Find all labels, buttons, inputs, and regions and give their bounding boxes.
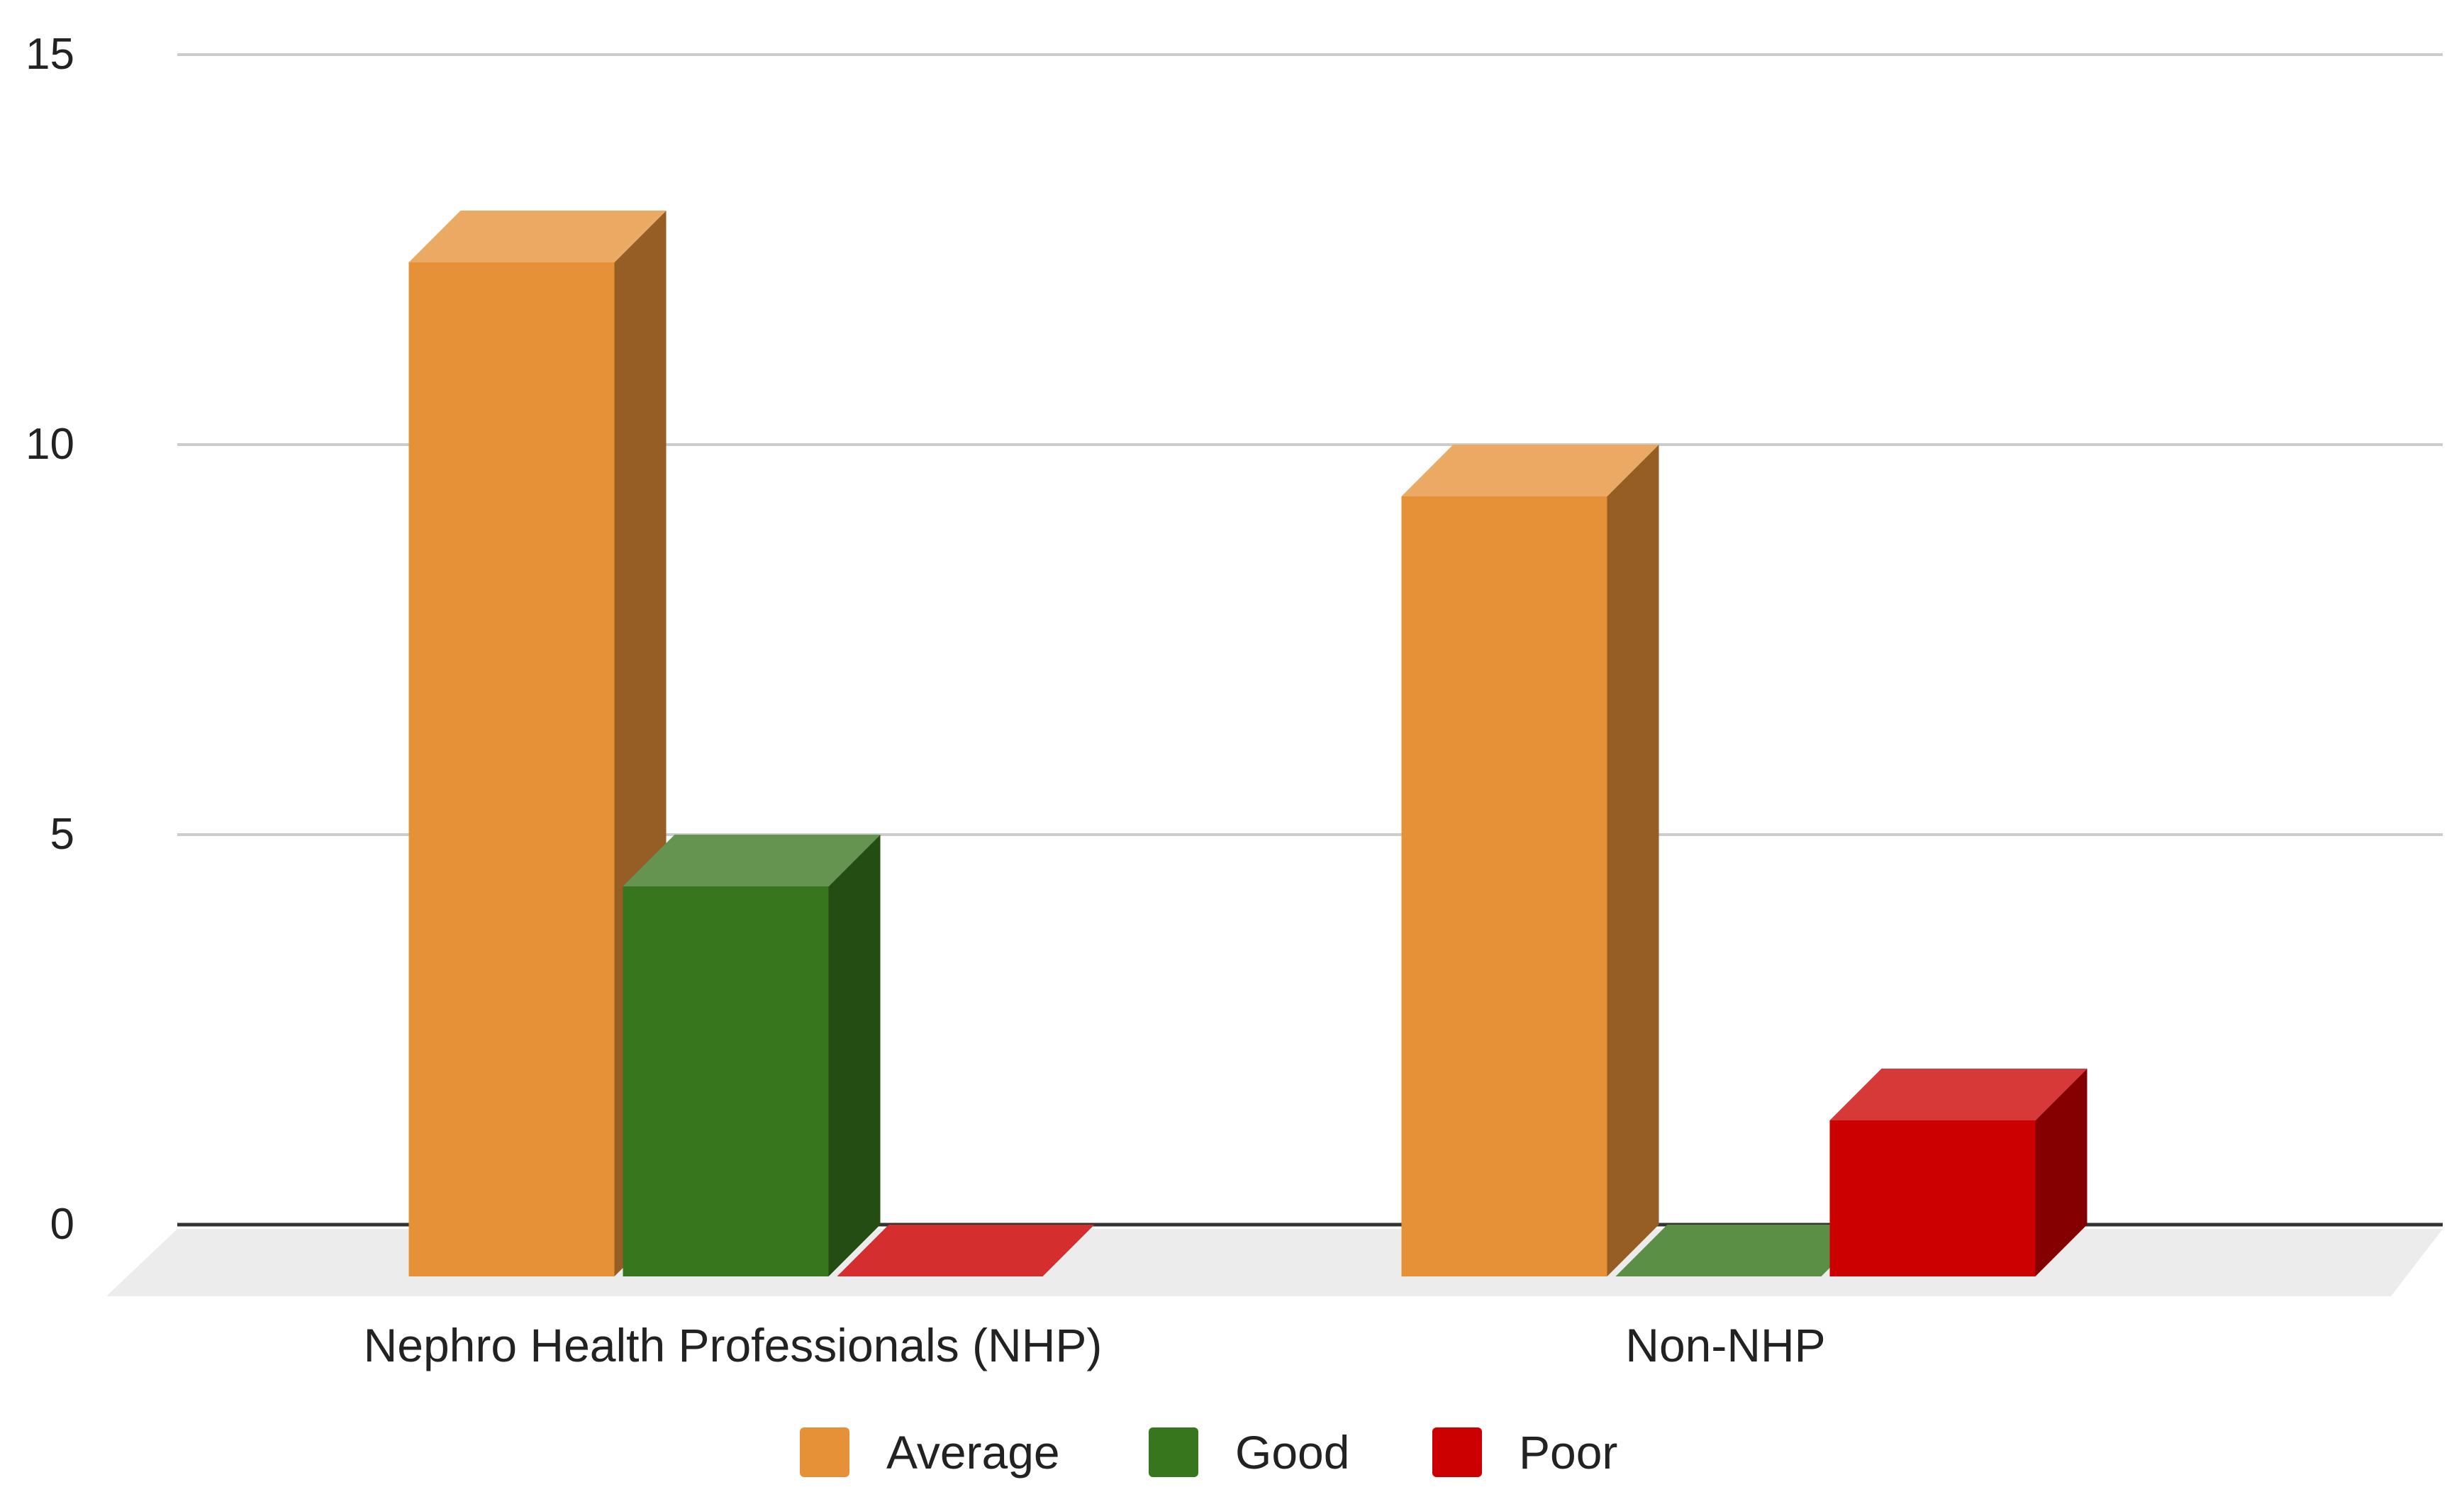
legend-swatch [1149,1427,1198,1477]
bar-side [2035,1069,2087,1276]
legend-item-poor: Poor [1432,1426,1617,1479]
legend-item-average: Average [800,1426,1060,1479]
x-tick-label: Non-NHP [1625,1319,1825,1371]
x-tick-label: Nephro Health Professionals (NHP) [364,1319,1103,1371]
bar-good-1 [623,835,881,1276]
bar-top [1615,1225,1873,1276]
bar-front [408,262,615,1276]
legend-swatch [1432,1427,1482,1477]
legend-swatch [800,1427,849,1477]
bar-top [623,835,881,886]
bar-top [408,211,667,262]
bar-top [1829,1069,2087,1120]
y-tick-label: 0 [50,1200,74,1249]
bar-poor-1 [837,1225,1095,1276]
y-tick-label: 5 [50,810,74,859]
bar-front [1401,496,1607,1276]
legend-label: Good [1235,1426,1349,1479]
legend: Average Good Poor [800,1426,1617,1479]
bar-average-1 [408,211,667,1276]
bars [408,211,2087,1276]
bar-front [623,886,829,1276]
bar-front [1829,1120,2036,1276]
y-tick-label: 15 [26,30,74,79]
bar-good-2 [1615,1225,1873,1276]
legend-label: Average [886,1426,1060,1479]
y-axis: 0 5 10 15 [26,30,74,1249]
bar-poor-2 [1829,1069,2087,1276]
bar-top [1401,445,1659,496]
legend-item-good: Good [1149,1426,1349,1479]
legend-label: Poor [1519,1426,1617,1479]
bar-top [837,1225,1095,1276]
bar-average-2 [1401,445,1659,1276]
x-axis: Nephro Health Professionals (NHP) Non-NHP [364,1319,1826,1371]
bar-side [1607,445,1659,1276]
y-tick-label: 10 [26,420,74,469]
bar-side [828,835,881,1276]
